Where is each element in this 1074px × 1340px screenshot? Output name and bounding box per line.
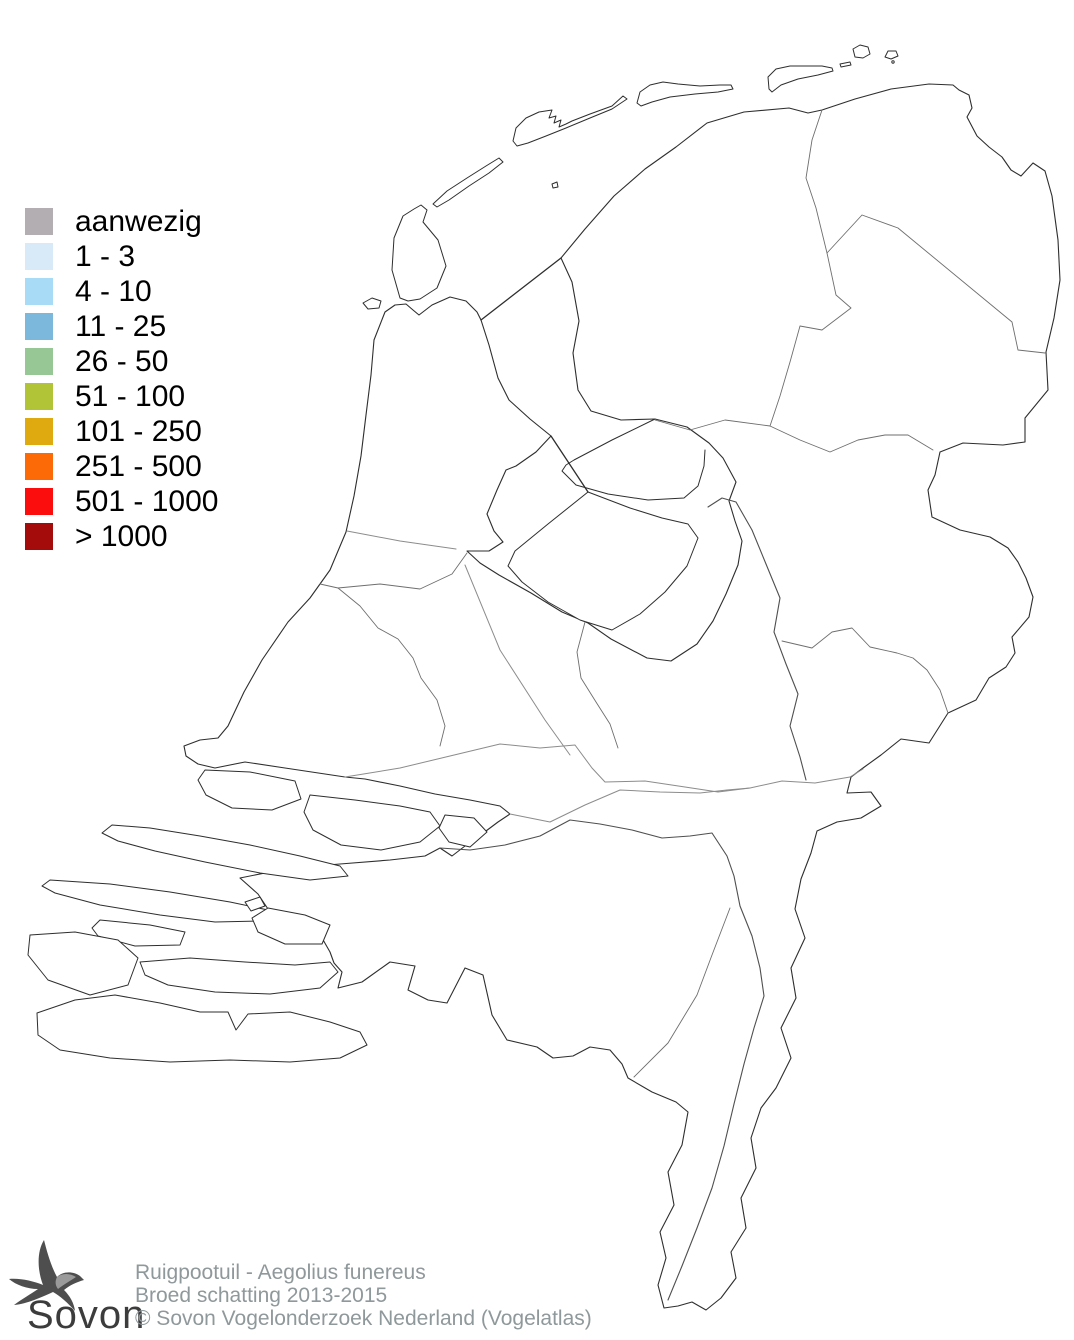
island-rottumeroog: [884, 50, 899, 60]
afsluitdijk-line: [480, 257, 562, 321]
island-dordrecht: [438, 814, 488, 848]
legend-swatch: [25, 208, 53, 235]
province-borders: [319, 109, 1046, 1078]
legend-item: 11 - 25: [25, 309, 218, 344]
canal-amsterdam-rijnkanaal: [464, 564, 571, 756]
legend-swatch: [25, 523, 53, 550]
border-drenthe-overijssel: [769, 425, 934, 453]
canal-noordzeekanaal: [346, 530, 457, 550]
border-overijssel-gelderland: [781, 627, 949, 714]
border-brabant-limburg: [633, 907, 731, 1078]
river-maas: [439, 819, 765, 1301]
island-noorderhaaks: [362, 297, 382, 310]
legend-swatch: [25, 418, 53, 445]
ijsselmeer-dikes: [480, 257, 589, 493]
legend-swatch: [25, 348, 53, 375]
legend-item: 501 - 1000: [25, 484, 218, 519]
island-zuid-beveland: [139, 957, 339, 995]
island-terschelling: [512, 95, 628, 147]
sovon-logo-bird-icon: [9, 1240, 84, 1311]
border-friesland-overijssel: [654, 419, 771, 431]
river-waal: [509, 787, 751, 823]
legend-swatch: [25, 453, 53, 480]
river-rijn-border: [749, 768, 864, 789]
legend-item: aanwezig: [25, 204, 218, 239]
survey-subtitle: Broed schatting 2013-2015: [135, 1284, 388, 1307]
island-tholen: [251, 907, 331, 945]
legend-swatch: [25, 243, 53, 270]
legend-label: 11 - 25: [75, 310, 167, 343]
island-rottumerplaat: [852, 44, 871, 59]
flevoland-polders: [507, 418, 706, 631]
legend: aanwezig 1 - 3 4 - 10 11 - 25 26 - 50 51…: [25, 204, 218, 554]
border-utrecht-gelderland: [576, 621, 619, 749]
legend-item: 1 - 3: [25, 239, 218, 274]
island-goeree-overflakkee: [101, 824, 349, 881]
island-walcheren: [27, 931, 139, 996]
map-captions: Ruigpootuil - Aegolius funereus Broed sc…: [135, 1261, 592, 1330]
legend-label: 101 - 250: [75, 415, 202, 448]
copyright-note: © Sovon Vogelonderzoek Nederland (Vogela…: [135, 1307, 592, 1330]
rivers-canals: [344, 530, 864, 823]
border-noordholland-zuidholland-utrecht: [319, 552, 468, 590]
island-griend: [551, 181, 559, 189]
legend-item: 251 - 500: [25, 449, 218, 484]
border-utrecht-zuidholland: [337, 587, 446, 747]
river-lek-nederrijn: [344, 743, 751, 793]
border-groningen-drenthe: [826, 214, 1046, 354]
island-vlieland: [432, 157, 504, 208]
legend-label: 4 - 10: [75, 275, 152, 308]
noordoostpolder-dike: [561, 418, 706, 501]
islet-bar: [839, 61, 852, 68]
border-friesland-groningen: [805, 109, 828, 254]
border-drenthe-friesland: [769, 252, 852, 427]
legend-label: 26 - 50: [75, 345, 169, 378]
sovon-logo-text: Sovon: [27, 1293, 146, 1337]
island-texel: [391, 204, 447, 302]
legend-label: 501 - 1000: [75, 485, 219, 518]
legend-label: 51 - 100: [75, 380, 186, 413]
region-zeeuws-vlaanderen: [36, 994, 368, 1063]
legend-label: 251 - 500: [75, 450, 202, 483]
rivers-dark: [439, 497, 807, 1301]
islet-dot: [891, 60, 895, 64]
island-ameland: [636, 81, 734, 107]
island-voorne-putten: [197, 769, 302, 811]
species-title: Ruigpootuil - Aegolius funereus: [135, 1261, 426, 1284]
legend-swatch: [25, 313, 53, 340]
legend-swatch: [25, 488, 53, 515]
legend-item: 101 - 250: [25, 414, 218, 449]
legend-swatch: [25, 278, 53, 305]
legend-label: 1 - 3: [75, 240, 136, 273]
legend-swatch: [25, 383, 53, 410]
island-schouwen-duiveland: [41, 879, 269, 923]
legend-item: 51 - 100: [25, 379, 218, 414]
river-ijssel: [707, 497, 807, 781]
island-hoeksche-waard: [303, 794, 441, 851]
island-st-philipsland: [244, 896, 266, 912]
legend-item: > 1000: [25, 519, 218, 554]
wadden-islands: [362, 44, 899, 310]
flevopolder-outline: [507, 491, 699, 631]
legend-item: 4 - 10: [25, 274, 218, 309]
legend-label: aanwezig: [75, 205, 202, 238]
houtribdijk-line: [550, 435, 589, 493]
mainland-coastline: [183, 83, 1061, 1311]
legend-label: > 1000: [75, 520, 168, 553]
island-schiermonnikoog: [767, 65, 834, 93]
delta-islands: [27, 769, 488, 1063]
legend-item: 26 - 50: [25, 344, 218, 379]
